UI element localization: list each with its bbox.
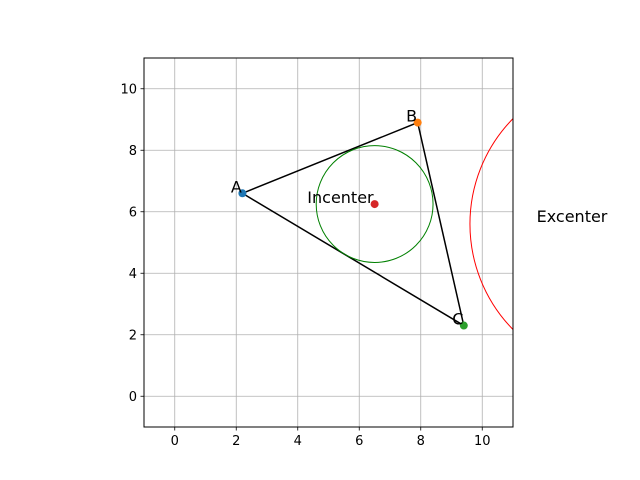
y-tick-label: 10 [120,82,137,97]
point-label-b: B [406,107,417,126]
y-tick-label: 6 [129,205,137,220]
plot-area [238,117,513,331]
x-tick-label: 6 [355,434,363,449]
y-tick-label: 2 [129,328,137,343]
annotations: A B C Incenter Excenter [231,107,608,329]
point-c [459,321,468,330]
point-label-a: A [231,177,242,196]
x-tick-label: 2 [232,434,240,449]
incenter-label: Incenter [307,188,374,207]
point-label-c: C [452,310,463,329]
point-b [413,118,422,127]
x-tick-label: 8 [417,434,425,449]
x-tick-label: 0 [171,434,179,449]
excenter-label: Excenter [537,207,608,226]
y-tick-label: 0 [129,390,137,405]
ticks: 0 2 4 6 8 10 0 2 4 6 8 10 [120,82,490,449]
y-tick-label: 8 [129,144,137,159]
plot-background [144,58,513,427]
triangle-abc [240,121,465,328]
grid [144,58,513,427]
point-a [238,189,247,198]
x-tick-label: 10 [474,434,491,449]
y-tick-label: 4 [129,267,137,282]
x-tick-label: 4 [294,434,302,449]
excircle [469,117,513,331]
plot-frame [143,57,514,428]
incircle [315,145,434,263]
incenter-point [370,200,379,209]
